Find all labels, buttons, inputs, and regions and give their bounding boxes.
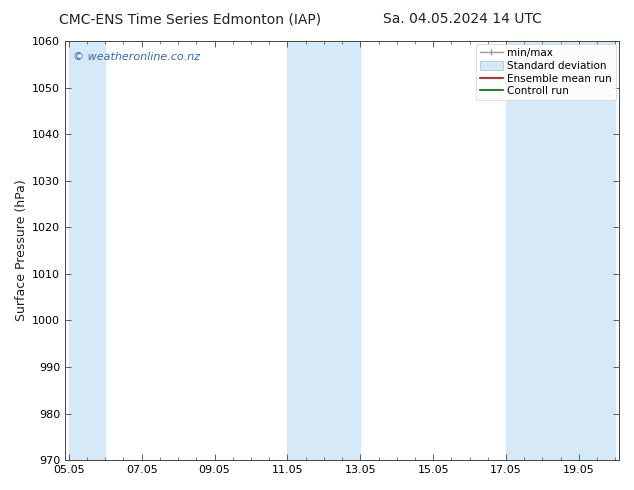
Bar — [287, 41, 360, 460]
Text: CMC-ENS Time Series Edmonton (IAP): CMC-ENS Time Series Edmonton (IAP) — [59, 12, 321, 26]
Bar — [506, 41, 616, 460]
Bar — [69, 41, 105, 460]
Legend: min/max, Standard deviation, Ensemble mean run, Controll run: min/max, Standard deviation, Ensemble me… — [476, 44, 616, 100]
Y-axis label: Surface Pressure (hPa): Surface Pressure (hPa) — [15, 180, 28, 321]
Text: Sa. 04.05.2024 14 UTC: Sa. 04.05.2024 14 UTC — [384, 12, 542, 26]
Text: © weatheronline.co.nz: © weatheronline.co.nz — [74, 51, 200, 62]
